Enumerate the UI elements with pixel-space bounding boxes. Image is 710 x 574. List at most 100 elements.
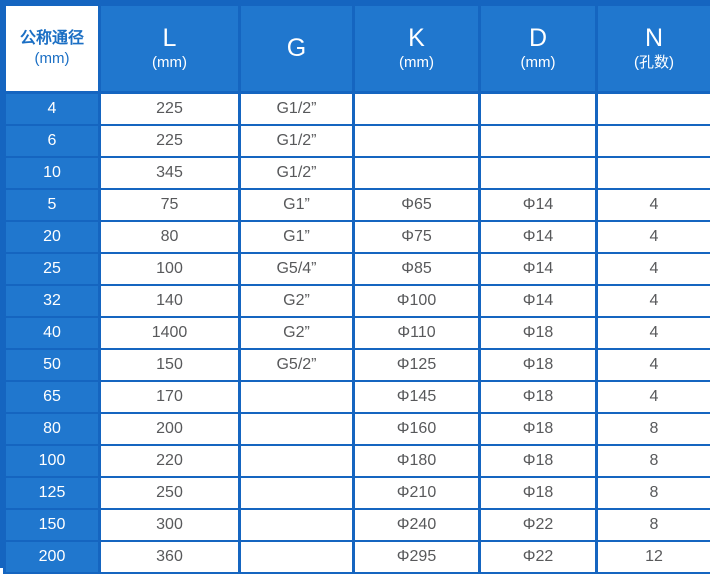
cell-nominal-diameter: 150: [5, 509, 100, 541]
cell-nominal-diameter: 20: [5, 221, 100, 253]
valve-dimension-spec-table: 公称通径 (mm) L (mm) G K (mm) D (mm): [3, 3, 710, 574]
cell-k: Φ210: [354, 477, 480, 509]
column-header-l-main: L: [101, 24, 238, 53]
cell-g: G1”: [240, 221, 354, 253]
cell-d: [480, 93, 597, 125]
cell-g: [240, 413, 354, 445]
cell-d: Φ22: [480, 509, 597, 541]
column-header-nominal-diameter-unit: (mm): [6, 49, 98, 69]
cell-l: 75: [100, 189, 240, 221]
cell-k: Φ145: [354, 381, 480, 413]
cell-nominal-diameter: 65: [5, 381, 100, 413]
cell-g: G2”: [240, 317, 354, 349]
cell-l: 140: [100, 285, 240, 317]
column-header-l: L (mm): [100, 5, 240, 93]
cell-nominal-diameter: 4: [5, 93, 100, 125]
cell-d: [480, 125, 597, 157]
cell-d: Φ14: [480, 189, 597, 221]
cell-d: Φ14: [480, 285, 597, 317]
column-header-n-unit: (孔数): [598, 53, 710, 73]
column-header-k-main: K: [355, 24, 478, 53]
cell-n: 8: [597, 509, 710, 541]
cell-n: 4: [597, 317, 710, 349]
cell-n: 4: [597, 253, 710, 285]
column-header-d-unit: (mm): [481, 53, 595, 73]
cell-n: 4: [597, 189, 710, 221]
cell-d: Φ18: [480, 381, 597, 413]
cell-k: [354, 157, 480, 189]
cell-g: G1/2”: [240, 125, 354, 157]
column-header-nominal-diameter-main: 公称通径: [6, 28, 98, 49]
column-header-d: D (mm): [480, 5, 597, 93]
cell-nominal-diameter: 5: [5, 189, 100, 221]
cell-l: 250: [100, 477, 240, 509]
column-header-n-main: N: [598, 24, 710, 53]
cell-d: Φ14: [480, 253, 597, 285]
cell-d: Φ18: [480, 413, 597, 445]
cell-d: [480, 157, 597, 189]
cell-n: 4: [597, 349, 710, 381]
cell-k: Φ160: [354, 413, 480, 445]
cell-n: [597, 125, 710, 157]
cell-n: 8: [597, 477, 710, 509]
column-header-k: K (mm): [354, 5, 480, 93]
header-row: 公称通径 (mm) L (mm) G K (mm) D (mm): [5, 5, 710, 93]
cell-l: 220: [100, 445, 240, 477]
cell-g: [240, 381, 354, 413]
cell-nominal-diameter: 40: [5, 317, 100, 349]
cell-d: Φ18: [480, 477, 597, 509]
column-header-nominal-diameter: 公称通径 (mm): [5, 5, 100, 93]
cell-l: 345: [100, 157, 240, 189]
column-header-n: N (孔数): [597, 5, 710, 93]
cell-k: Φ180: [354, 445, 480, 477]
cell-nominal-diameter: 32: [5, 285, 100, 317]
cell-d: Φ14: [480, 221, 597, 253]
column-header-g-main: G: [241, 34, 352, 63]
cell-n: 4: [597, 221, 710, 253]
cell-k: [354, 93, 480, 125]
cell-l: 300: [100, 509, 240, 541]
cell-l: 150: [100, 349, 240, 381]
cell-g: G2”: [240, 285, 354, 317]
cell-k: Φ65: [354, 189, 480, 221]
cell-k: Φ75: [354, 221, 480, 253]
cell-l: 1400: [100, 317, 240, 349]
cell-d: Φ18: [480, 445, 597, 477]
cell-nominal-diameter: 50: [5, 349, 100, 381]
cell-l: 200: [100, 413, 240, 445]
cell-l: 225: [100, 93, 240, 125]
column-header-g: G: [240, 5, 354, 93]
cell-n: 4: [597, 381, 710, 413]
column-header-d-main: D: [481, 24, 595, 53]
cell-l: 170: [100, 381, 240, 413]
cell-nominal-diameter: 6: [5, 125, 100, 157]
cell-nominal-diameter: 100: [5, 445, 100, 477]
cell-g: G1”: [240, 189, 354, 221]
cell-n: 8: [597, 413, 710, 445]
cell-g: G1/2”: [240, 157, 354, 189]
cell-g: [240, 477, 354, 509]
cell-n: 8: [597, 445, 710, 477]
cell-k: Φ100: [354, 285, 480, 317]
cell-n: 4: [597, 285, 710, 317]
cell-nominal-diameter: 10: [5, 157, 100, 189]
table-header: 公称通径 (mm) L (mm) G K (mm) D (mm): [5, 5, 710, 93]
cell-nominal-diameter: 25: [5, 253, 100, 285]
cell-nominal-diameter: 125: [5, 477, 100, 509]
cell-g: [240, 509, 354, 541]
cell-n: [597, 93, 710, 125]
column-header-l-unit: (mm): [101, 53, 238, 73]
